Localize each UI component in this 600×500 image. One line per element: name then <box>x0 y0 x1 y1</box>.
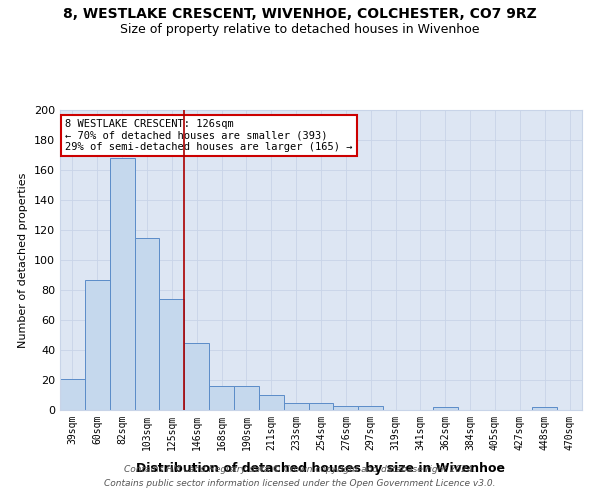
Bar <box>259 395 284 410</box>
Text: Distribution of detached houses by size in Wivenhoe: Distribution of detached houses by size … <box>137 462 505 475</box>
Bar <box>160 299 184 410</box>
Bar <box>209 386 234 410</box>
Text: Size of property relative to detached houses in Wivenhoe: Size of property relative to detached ho… <box>120 22 480 36</box>
Bar <box>134 238 160 410</box>
Bar <box>284 402 308 410</box>
Bar <box>532 407 557 410</box>
Bar <box>60 378 85 410</box>
Text: 8 WESTLAKE CRESCENT: 126sqm
← 70% of detached houses are smaller (393)
29% of se: 8 WESTLAKE CRESCENT: 126sqm ← 70% of det… <box>65 119 353 152</box>
Bar <box>334 406 358 410</box>
Text: Contains HM Land Registry data © Crown copyright and database right 2024.
Contai: Contains HM Land Registry data © Crown c… <box>104 466 496 487</box>
Bar <box>234 386 259 410</box>
Bar <box>358 406 383 410</box>
Bar <box>85 280 110 410</box>
Bar <box>184 342 209 410</box>
Bar <box>433 407 458 410</box>
Bar <box>110 158 134 410</box>
Text: 8, WESTLAKE CRESCENT, WIVENHOE, COLCHESTER, CO7 9RZ: 8, WESTLAKE CRESCENT, WIVENHOE, COLCHEST… <box>63 8 537 22</box>
Y-axis label: Number of detached properties: Number of detached properties <box>19 172 28 348</box>
Bar <box>308 402 334 410</box>
